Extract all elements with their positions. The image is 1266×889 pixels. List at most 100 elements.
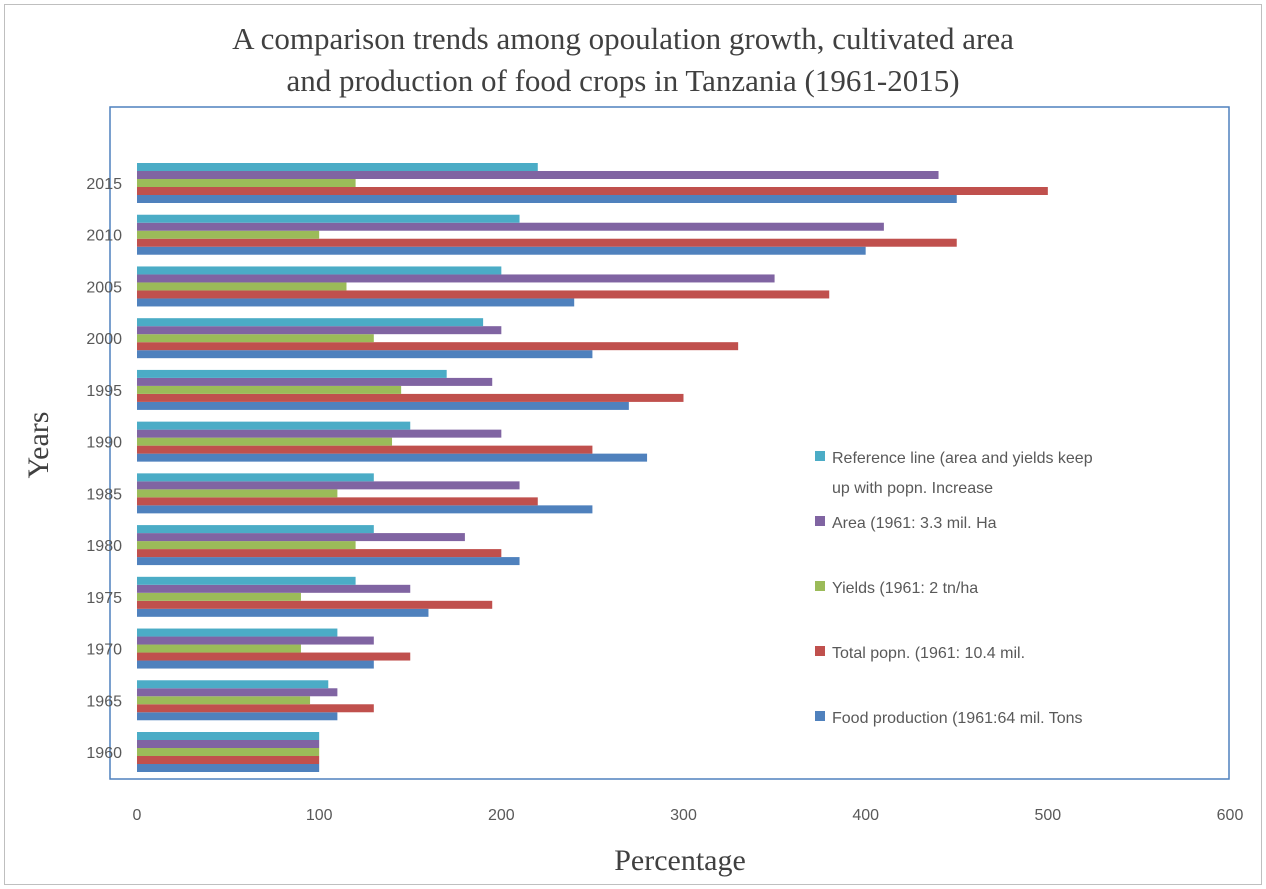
x-tick-label: 600 [1217, 807, 1244, 824]
bar [137, 163, 538, 171]
x-tick-label: 100 [306, 807, 333, 824]
bar [137, 680, 329, 689]
bar [137, 393, 684, 402]
legend-swatch [815, 581, 825, 591]
bar [137, 525, 374, 534]
y-axis-title: Years [22, 412, 55, 479]
bar [137, 171, 939, 179]
bar [137, 334, 374, 343]
bar [137, 505, 593, 514]
legend-label: Area (1961: 3.3 mil. Ha [832, 515, 997, 532]
legend-label: Yields (1961: 2 tn/ha [832, 580, 978, 597]
bar [137, 274, 775, 283]
y-tick-label: 1970 [86, 642, 122, 659]
legend: Reference line (area and yields keep up w… [815, 450, 1093, 727]
x-tick-labels: 0 100 200 300 400 500 600 [133, 807, 1244, 824]
bar [137, 660, 374, 669]
bar [137, 740, 320, 748]
bar [137, 298, 575, 307]
bar [137, 282, 347, 291]
bar [137, 238, 957, 247]
x-tick-label: 200 [488, 807, 515, 824]
bar [137, 481, 520, 490]
bar [137, 214, 520, 223]
legend-label: up with popn. Increase [832, 480, 993, 497]
y-tick-label: 2005 [86, 279, 122, 296]
bar [137, 385, 402, 394]
bar [137, 421, 411, 430]
x-tick-label: 300 [670, 807, 697, 824]
chart-title-line-2: and production of food crops in Tanzania… [286, 63, 960, 98]
legend-swatch [815, 646, 825, 656]
bar [137, 489, 338, 498]
bar [137, 445, 593, 454]
y-tick-label: 2000 [86, 331, 122, 348]
bar [137, 453, 648, 462]
bar [137, 756, 320, 764]
bar [137, 401, 629, 410]
bar [137, 195, 957, 203]
x-tick-label: 500 [1034, 807, 1061, 824]
bar [137, 342, 739, 351]
bar [137, 592, 301, 601]
bar [137, 557, 520, 566]
x-tick-label: 0 [133, 807, 142, 824]
bar [137, 497, 538, 506]
y-tick-label: 1990 [86, 435, 122, 452]
bar [137, 688, 338, 697]
y-tick-label: 1980 [86, 538, 122, 555]
y-tick-label: 1960 [86, 745, 122, 762]
bar [137, 473, 374, 482]
legend-swatch [815, 516, 825, 526]
bar [137, 222, 884, 231]
bar [137, 318, 484, 327]
bar [137, 429, 502, 438]
bar [137, 764, 320, 772]
bar [137, 290, 830, 299]
bar [137, 541, 356, 550]
bar [137, 350, 593, 359]
bar [137, 246, 866, 255]
legend-label: Food production (1961:64 mil. Tons [832, 710, 1083, 727]
y-tick-label: 2015 [86, 176, 122, 193]
y-tick-label: 1985 [86, 486, 122, 503]
bar [137, 187, 1048, 195]
x-tick-label: 400 [852, 807, 879, 824]
y-tick-labels: 1960 1965 1970 1975 1980 1985 1990 1995 2000 2005… [86, 176, 122, 762]
legend-label: Reference line (area and yields keep [832, 450, 1093, 467]
bar [137, 732, 320, 740]
y-tick-label: 1965 [86, 693, 122, 710]
bar [137, 608, 429, 617]
bar [137, 748, 320, 756]
bar [137, 576, 356, 585]
bar [137, 712, 338, 721]
legend-swatch [815, 711, 825, 721]
legend-swatch [815, 451, 825, 461]
plot-area-border [109, 106, 1230, 780]
bar [137, 179, 356, 187]
bar [137, 704, 374, 713]
bar [137, 266, 502, 275]
bar [137, 584, 411, 593]
bar [137, 600, 493, 609]
legend-label: Total popn. (1961: 10.4 mil. [832, 645, 1025, 662]
chart-title-line-1: A comparison trends among opoulation gro… [232, 21, 1014, 56]
bar [137, 636, 374, 645]
bar [137, 652, 411, 661]
y-tick-label: 1995 [86, 383, 122, 400]
y-tick-label: 1975 [86, 590, 122, 607]
x-axis-title: Percentage [614, 844, 746, 877]
bar [137, 326, 502, 335]
bar [137, 628, 338, 637]
bar [137, 644, 301, 653]
bar [137, 230, 320, 239]
bar [137, 533, 465, 542]
bar [137, 696, 311, 705]
bar [137, 369, 447, 378]
bar [137, 377, 493, 386]
bar [137, 437, 393, 446]
y-tick-label: 2010 [86, 228, 122, 245]
bar [137, 549, 502, 558]
bars-group [137, 163, 1048, 772]
